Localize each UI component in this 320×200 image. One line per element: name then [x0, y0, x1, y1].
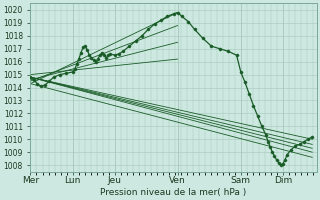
X-axis label: Pression niveau de la mer( hPa ): Pression niveau de la mer( hPa ) [100, 188, 247, 197]
